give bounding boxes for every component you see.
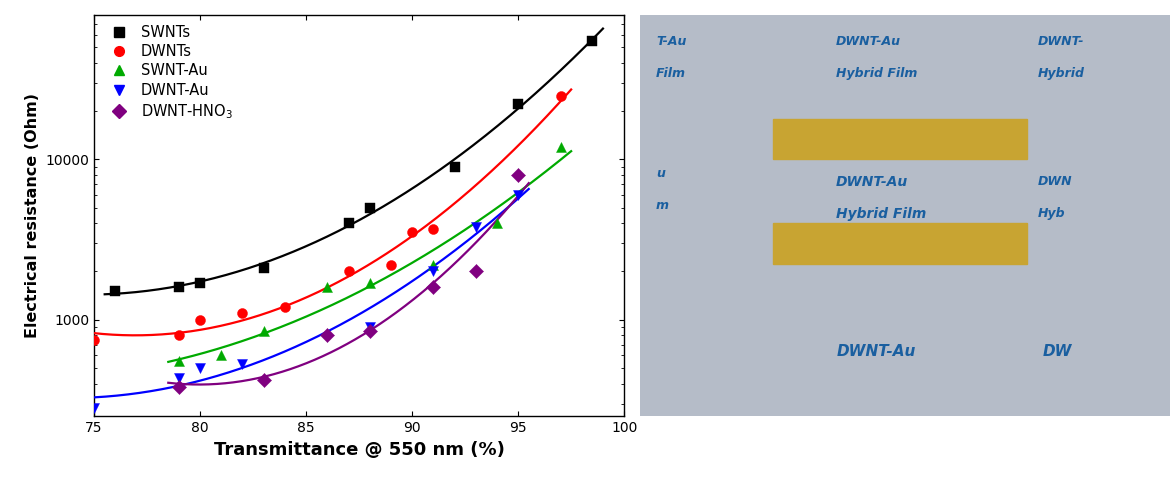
Point bbox=[423, 283, 442, 291]
Point bbox=[169, 383, 188, 391]
Point bbox=[583, 37, 602, 45]
Text: u: u bbox=[656, 167, 664, 180]
Point bbox=[402, 228, 421, 236]
Point bbox=[488, 219, 507, 227]
Point bbox=[169, 375, 188, 382]
Point bbox=[275, 303, 294, 311]
Point bbox=[467, 268, 486, 275]
Point bbox=[191, 316, 209, 324]
Text: DWNT-: DWNT- bbox=[1037, 35, 1084, 47]
Point bbox=[467, 223, 486, 230]
Point bbox=[169, 358, 188, 365]
Text: DWN: DWN bbox=[1037, 175, 1073, 188]
Point bbox=[233, 309, 252, 317]
X-axis label: Transmittance @ 550 nm (%): Transmittance @ 550 nm (%) bbox=[214, 440, 505, 459]
Point bbox=[106, 287, 125, 295]
Point bbox=[423, 261, 442, 269]
Point bbox=[552, 91, 570, 99]
Bar bbox=[773, 119, 1027, 159]
Legend: SWNTs, DWNTs, SWNT-Au, DWNT-Au, DWNT-HNO$_3$: SWNTs, DWNTs, SWNT-Au, DWNT-Au, DWNT-HNO… bbox=[101, 22, 235, 124]
Point bbox=[360, 323, 379, 331]
Point bbox=[446, 163, 465, 170]
Point bbox=[509, 101, 528, 108]
Point bbox=[212, 351, 230, 359]
Text: Hybrid Film: Hybrid Film bbox=[836, 207, 927, 221]
Text: Hyb: Hyb bbox=[1037, 207, 1065, 220]
Point bbox=[339, 219, 358, 227]
Text: DWNT-Au: DWNT-Au bbox=[836, 175, 908, 189]
Point bbox=[318, 332, 336, 339]
Text: T-Au: T-Au bbox=[656, 35, 687, 47]
Point bbox=[254, 264, 273, 272]
Bar bbox=[773, 224, 1027, 264]
Point bbox=[85, 405, 103, 412]
Point bbox=[360, 327, 379, 335]
Point bbox=[191, 279, 209, 287]
Point bbox=[509, 191, 528, 199]
Point bbox=[85, 336, 103, 344]
Point bbox=[339, 268, 358, 275]
Point bbox=[381, 261, 400, 269]
Text: Hybrid Film: Hybrid Film bbox=[836, 67, 917, 80]
Point bbox=[169, 332, 188, 339]
Text: DWNT-Au: DWNT-Au bbox=[836, 35, 901, 47]
Point bbox=[318, 283, 336, 291]
Point bbox=[552, 143, 570, 151]
Point bbox=[423, 268, 442, 275]
Point bbox=[360, 204, 379, 212]
Text: m: m bbox=[656, 199, 669, 212]
Y-axis label: Electrical resistance (Ohm): Electrical resistance (Ohm) bbox=[25, 93, 40, 338]
Point bbox=[254, 376, 273, 384]
Point bbox=[191, 364, 209, 372]
Point bbox=[509, 171, 528, 179]
Text: DW: DW bbox=[1043, 344, 1073, 359]
Point bbox=[423, 225, 442, 232]
Text: DWNT-Au: DWNT-Au bbox=[836, 344, 916, 359]
Point bbox=[169, 283, 188, 291]
Point bbox=[233, 360, 252, 368]
Point bbox=[254, 327, 273, 335]
Text: Hybrid: Hybrid bbox=[1037, 67, 1084, 80]
Point bbox=[360, 279, 379, 287]
Text: Film: Film bbox=[656, 67, 686, 80]
